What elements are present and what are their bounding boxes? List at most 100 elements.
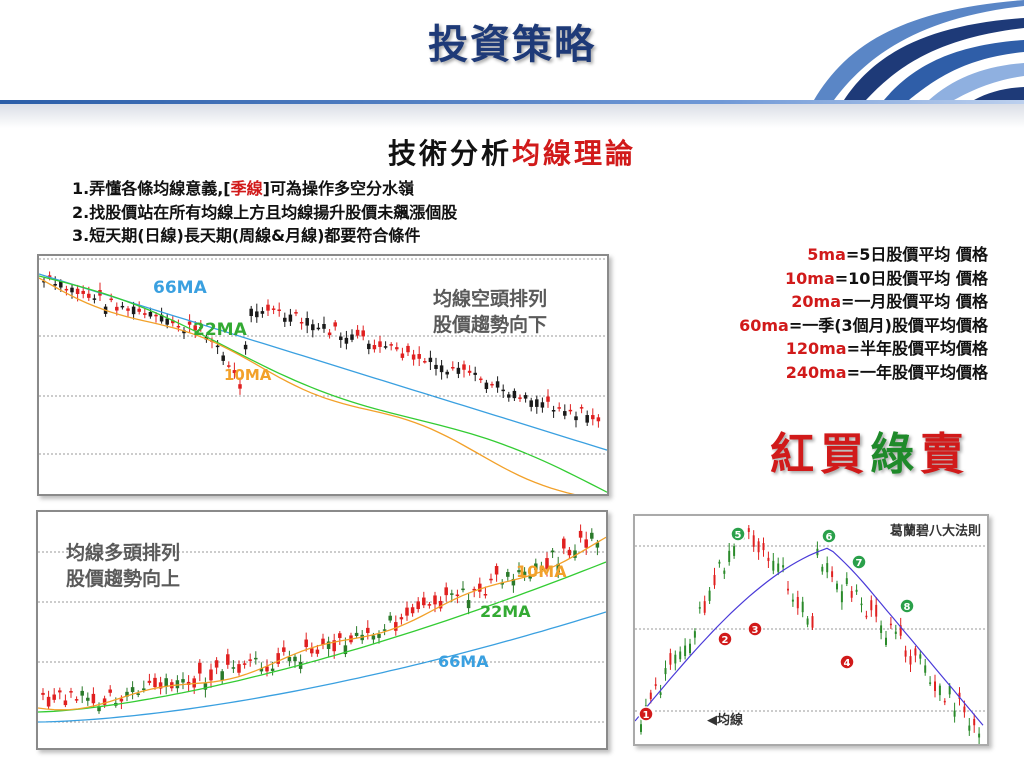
bear-candle bbox=[249, 308, 253, 317]
bull-candle bbox=[315, 649, 320, 654]
ma-desc: =一月股價平均 價格 bbox=[841, 292, 988, 311]
gv-candle bbox=[752, 535, 755, 547]
bear-candle bbox=[64, 288, 69, 291]
bear-candle bbox=[456, 367, 461, 374]
point-text-end: ]可為操作多空分水嶺 bbox=[262, 179, 414, 198]
gv-candle bbox=[762, 543, 765, 551]
bear-candle bbox=[327, 332, 332, 336]
bear-candle bbox=[389, 344, 393, 346]
header-divider bbox=[0, 100, 1024, 104]
point-1: 1.弄懂各條均線意義,[季線]可為操作多空分水嶺 bbox=[72, 175, 414, 199]
bear-candle bbox=[120, 305, 125, 308]
bear-candle bbox=[557, 407, 561, 409]
bull-label-22ma: 22MA bbox=[480, 602, 531, 621]
bull-candle bbox=[125, 691, 129, 697]
granville-ma-label-text: 均線 bbox=[717, 713, 744, 728]
bear-candle bbox=[428, 357, 433, 363]
bear-candle bbox=[199, 326, 203, 329]
bear-candle bbox=[109, 298, 113, 301]
gv-candle bbox=[943, 700, 946, 703]
bull-candle bbox=[366, 627, 370, 633]
bull-candle bbox=[153, 677, 157, 688]
gv-candle bbox=[718, 561, 721, 564]
gv-candle bbox=[791, 599, 794, 602]
bull-candle bbox=[91, 693, 96, 704]
granville-marker-label: 8 bbox=[904, 602, 911, 613]
gv-candle bbox=[904, 650, 907, 657]
gv-candle bbox=[757, 541, 760, 553]
bear-candle bbox=[574, 416, 578, 421]
gv-candle bbox=[703, 601, 706, 613]
bear-candle bbox=[148, 311, 153, 317]
bull-candle bbox=[242, 663, 247, 665]
gv-candle bbox=[958, 692, 961, 699]
bear-candle bbox=[92, 298, 97, 300]
bear-candle bbox=[277, 309, 281, 311]
bear-ma22-line bbox=[38, 275, 608, 493]
bear-candle bbox=[355, 329, 360, 336]
bull-candle bbox=[567, 549, 572, 556]
bear-candle bbox=[484, 382, 489, 390]
bull-candle bbox=[203, 683, 208, 690]
bull-ma10-line bbox=[37, 536, 607, 711]
bull-candle bbox=[550, 550, 555, 553]
bull-candle bbox=[164, 678, 168, 687]
bear-candle bbox=[490, 383, 494, 386]
bull-candle bbox=[545, 558, 549, 569]
bear-label-10ma: 10MA bbox=[224, 366, 272, 384]
bear-candle bbox=[311, 324, 315, 331]
bear-candle bbox=[232, 370, 237, 374]
bull-candle bbox=[405, 607, 409, 616]
bear-candle bbox=[227, 365, 231, 367]
gv-candle bbox=[654, 684, 657, 686]
bear-candle bbox=[260, 311, 265, 314]
buy-sell-slogan: 紅買綠賣 bbox=[770, 418, 970, 482]
bear-label-66ma: 66MA bbox=[153, 278, 207, 298]
bear-candle bbox=[417, 354, 421, 359]
gv-candle bbox=[787, 588, 789, 591]
gv-candle bbox=[723, 570, 726, 574]
gv-candle bbox=[782, 565, 785, 568]
ma-def-120: 120ma=半年股價平均價格 bbox=[739, 337, 988, 361]
bear-candle bbox=[165, 318, 169, 325]
bear-candle bbox=[288, 314, 293, 322]
ma-desc: =一季(3個月)股價平均價格 bbox=[788, 315, 988, 335]
ma-def-20: 20ma=一月股價平均 價格 bbox=[739, 290, 988, 314]
slogan-green: 綠 bbox=[870, 429, 920, 480]
gv-candle bbox=[840, 591, 843, 603]
granville-marker bbox=[839, 654, 855, 670]
bear-candle bbox=[70, 287, 74, 293]
bull-candle bbox=[416, 601, 420, 610]
gv-candle bbox=[659, 692, 662, 695]
gv-candle bbox=[733, 546, 736, 556]
bull-candle bbox=[562, 538, 566, 549]
gv-candle bbox=[899, 625, 902, 636]
bull-candle bbox=[522, 571, 527, 576]
bear-candle bbox=[159, 314, 164, 322]
bull-candle bbox=[181, 679, 185, 683]
point-number: 3. bbox=[72, 226, 90, 245]
slogan-sell: 賣 bbox=[920, 429, 970, 480]
bull-label-66ma: 66MA bbox=[438, 652, 489, 671]
bull-candle bbox=[248, 659, 252, 661]
bull-ma66-line bbox=[37, 611, 607, 723]
granville-marker-label: 3 bbox=[752, 625, 759, 636]
bull-candle bbox=[371, 635, 376, 640]
bear-candle bbox=[305, 318, 309, 326]
bull-candle bbox=[69, 691, 73, 693]
bull-candle bbox=[377, 633, 381, 638]
bull-candle bbox=[259, 668, 264, 672]
granville-marker-label: 7 bbox=[856, 558, 863, 569]
bear-candle bbox=[137, 308, 141, 312]
gv-candle bbox=[919, 654, 922, 659]
bull-candle bbox=[338, 633, 342, 638]
granville-marker-label: 5 bbox=[735, 530, 742, 541]
granville-ma-label: ◀均線 bbox=[707, 713, 744, 728]
bull-candle bbox=[41, 692, 45, 695]
bull-candle bbox=[573, 550, 577, 558]
bear-candle bbox=[479, 378, 483, 381]
bull-candle bbox=[321, 638, 325, 645]
bull-candle bbox=[136, 693, 140, 695]
bull-candle bbox=[158, 682, 163, 689]
granville-marker bbox=[747, 621, 763, 637]
